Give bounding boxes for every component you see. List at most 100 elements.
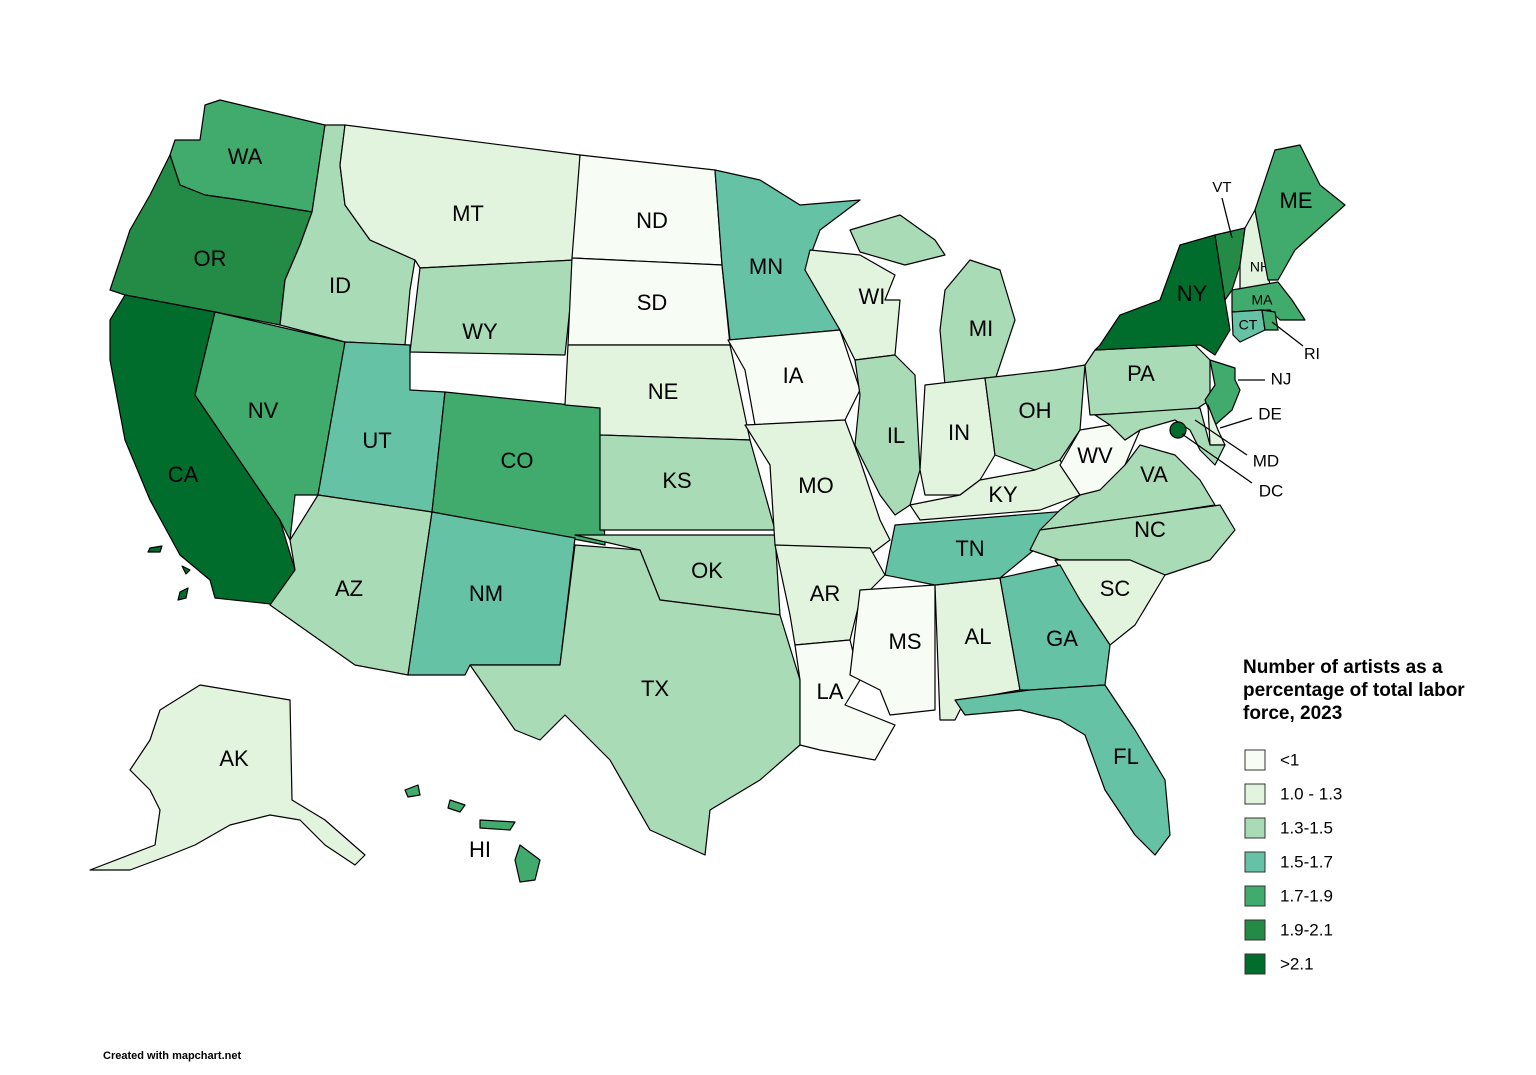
state-shape (854, 354, 921, 516)
legend-label: 1.7-1.9 (1280, 886, 1333, 905)
state-label: ID (329, 273, 351, 298)
state-label: VA (1140, 462, 1168, 487)
state-label: MA (1252, 292, 1274, 308)
state-label: OK (691, 558, 723, 583)
state-label: NY (1177, 281, 1208, 306)
state-label: WI (859, 284, 886, 309)
leader-line (1221, 197, 1233, 239)
state-label: SD (637, 290, 668, 315)
state-label: AL (965, 624, 992, 649)
state-shape (469, 544, 801, 856)
state-label: AK (219, 746, 249, 771)
state-label: NV (248, 398, 279, 423)
state-shape (1039, 444, 1216, 531)
state-shape (147, 545, 163, 553)
legend-swatch (1244, 817, 1266, 839)
state-label: DE (1258, 404, 1282, 423)
state-label: IA (783, 363, 804, 388)
state-label: MO (798, 473, 833, 498)
state-label: MT (452, 201, 484, 226)
state-label: LA (817, 679, 844, 704)
state-label: NC (1134, 517, 1166, 542)
state-label: WV (1077, 443, 1113, 468)
legend-swatch (1244, 919, 1266, 941)
state-shape (431, 391, 606, 546)
state-shape (1231, 309, 1266, 343)
leader-line (1181, 433, 1253, 484)
state-shape (177, 587, 189, 601)
state-label: AZ (335, 576, 363, 601)
state-shape (1261, 309, 1279, 331)
state-label: AR (810, 581, 841, 606)
legend-swatch (1244, 783, 1266, 805)
legend-swatch (1244, 953, 1266, 975)
state-shape (774, 544, 886, 646)
state-shape (744, 419, 891, 556)
legend-label: 1.5-1.7 (1280, 852, 1333, 871)
state-label: IL (887, 423, 905, 448)
state-label: ME (1280, 188, 1313, 213)
state-shape (804, 249, 901, 361)
state-label: MD (1253, 451, 1279, 470)
state-label: HI (469, 837, 491, 862)
state-label: SC (1100, 576, 1131, 601)
state-label: OH (1019, 398, 1052, 423)
state-shape (181, 565, 191, 575)
state-shape (404, 784, 421, 798)
legend-swatch (1244, 749, 1266, 771)
state-shape (984, 364, 1086, 471)
state-shape (447, 799, 466, 813)
state-shape (1094, 234, 1231, 356)
state-shape (479, 819, 516, 831)
state-shape (849, 214, 946, 266)
state-label: CO (501, 448, 534, 473)
state-label: PA (1127, 361, 1155, 386)
state-shape (909, 459, 1081, 521)
state-shape (1214, 227, 1246, 301)
state-shape (1254, 144, 1346, 281)
legend-label: 1.9-2.1 (1280, 920, 1333, 939)
state-label: WY (462, 319, 498, 344)
credit: Created with mapchart.net (103, 1050, 242, 1062)
state-label: NJ (1271, 369, 1292, 388)
state-shape (1204, 359, 1241, 426)
state-shape (954, 684, 1171, 856)
state-label: MI (969, 316, 993, 341)
state-label: KS (662, 468, 691, 493)
state-label: NE (648, 379, 679, 404)
leader-line (1194, 419, 1248, 456)
state-shape (1094, 407, 1226, 466)
state-label: DC (1259, 481, 1284, 500)
state-shape (1029, 504, 1236, 576)
state-label: NM (469, 581, 503, 606)
legend-swatch (1244, 885, 1266, 907)
legend-swatch (1244, 851, 1266, 873)
state-label: MS (889, 629, 922, 654)
state-label: IN (948, 420, 970, 445)
legend-label: >2.1 (1280, 954, 1314, 973)
state-label: RI (1304, 346, 1320, 363)
state-shape (409, 259, 576, 356)
state-label: TN (955, 536, 984, 561)
state-label: MN (749, 254, 783, 279)
legend-label: 1.0 - 1.3 (1280, 784, 1342, 803)
state-shape (89, 684, 366, 871)
state-label: KY (988, 482, 1018, 507)
state-label: TX (641, 676, 669, 701)
state-label: FL (1113, 744, 1139, 769)
state-shape (939, 259, 1016, 386)
legend-label: 1.3-1.5 (1280, 818, 1333, 837)
legend-label: <1 (1280, 750, 1299, 769)
leader-line (1219, 417, 1253, 429)
legend-title: Number of artists as a percentage of tot… (1243, 657, 1465, 724)
state-label: OR (194, 246, 227, 271)
state-label: GA (1046, 626, 1078, 651)
state-label: UT (362, 428, 391, 453)
state-shape (514, 844, 541, 883)
state-shape (999, 564, 1111, 691)
state-label: ND (636, 208, 668, 233)
leader-line (1271, 321, 1304, 347)
state-label: CT (1239, 317, 1258, 333)
state-label: VT (1212, 179, 1231, 196)
